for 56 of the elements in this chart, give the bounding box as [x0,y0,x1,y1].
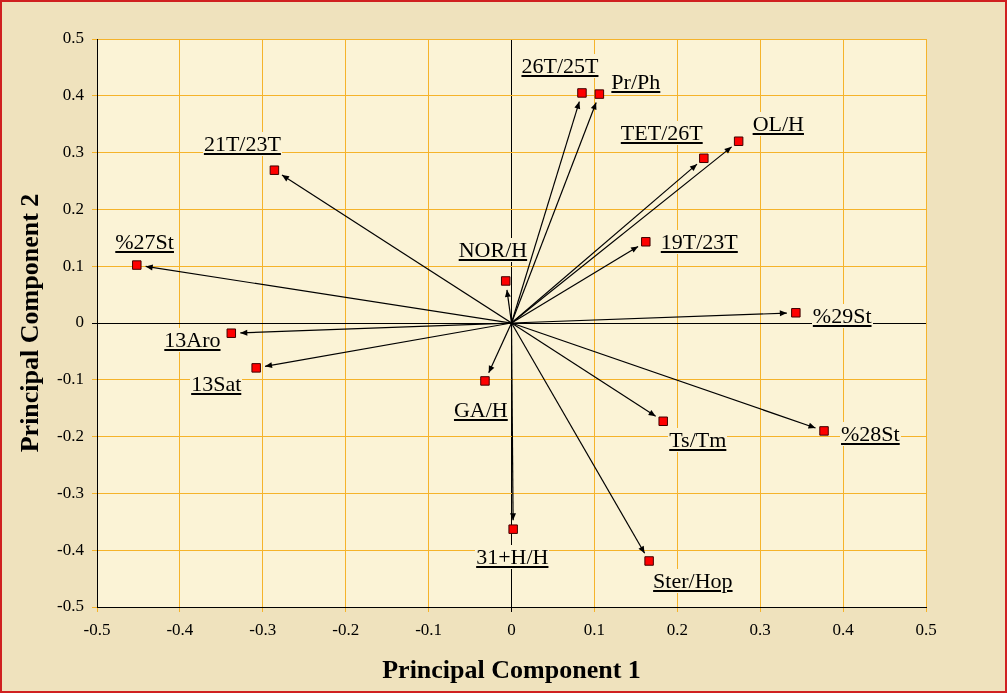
annotation: GA/H [452,396,509,422]
point [500,276,511,286]
x-tick-label: 0 [507,619,516,639]
y-tick-label: 0.5 [62,28,84,48]
x-tick-label: -0.1 [415,619,443,639]
annotation: OL/H [751,111,805,137]
point [644,556,654,566]
y-tick-label: -0.4 [57,539,85,559]
x-tick-label: 0.2 [666,619,688,639]
point [508,524,518,534]
y-tick-label: -0.2 [57,426,84,446]
x-tick-label: 0.1 [583,619,606,639]
annotation: 19T/23T [659,228,739,254]
y-tick-label: -0.1 [57,369,84,389]
x-tick-label: -0.4 [166,619,194,639]
y-tick-label: 0.3 [62,142,84,162]
point [480,376,490,386]
point [791,308,801,318]
point [641,237,651,247]
point [132,260,142,270]
y-tick-label: 0.1 [62,255,84,275]
annotation: Pr/Ph [610,69,662,95]
annotation: NOR/H [457,236,529,262]
x-tick-label: 0.5 [915,619,937,639]
y-tick-label: -0.5 [57,596,84,616]
annotation: TET/26T [619,120,704,146]
point [594,89,605,99]
x-tick-label: -0.5 [83,619,111,639]
annotation: Ster/Hop [652,567,734,593]
point [577,88,587,98]
point [819,426,829,436]
x-axis-title: Principal Component 1 [382,655,641,685]
annotation: Ts/Tm [668,427,728,453]
annotation: %29St [811,302,873,328]
x-tick-label: 0.3 [749,619,771,639]
point [269,165,280,175]
y-tick-label: 0.4 [62,85,85,105]
annotation: 13Aro [163,327,222,353]
point [226,328,237,338]
point [699,153,709,164]
x-tick-label: -0.3 [249,619,277,639]
point [251,363,261,373]
annotation: 26T/25T [520,52,600,78]
x-tick-label: -0.2 [332,619,360,639]
annotation: %28St [840,420,901,446]
y-tick-label: 0.2 [62,198,84,218]
annotation: %27St [114,229,175,255]
x-tick-label: 0.4 [832,619,855,639]
point [733,136,744,146]
annotation: 31+H/H [475,544,550,570]
y-axis-title: Principal Component 2 [15,193,45,453]
annotation: 21T/23T [202,131,282,157]
point [658,416,668,427]
y-tick-label: -0.3 [57,482,84,502]
y-tick-label: 0 [75,312,84,332]
annotation: 13Sat [190,370,243,396]
